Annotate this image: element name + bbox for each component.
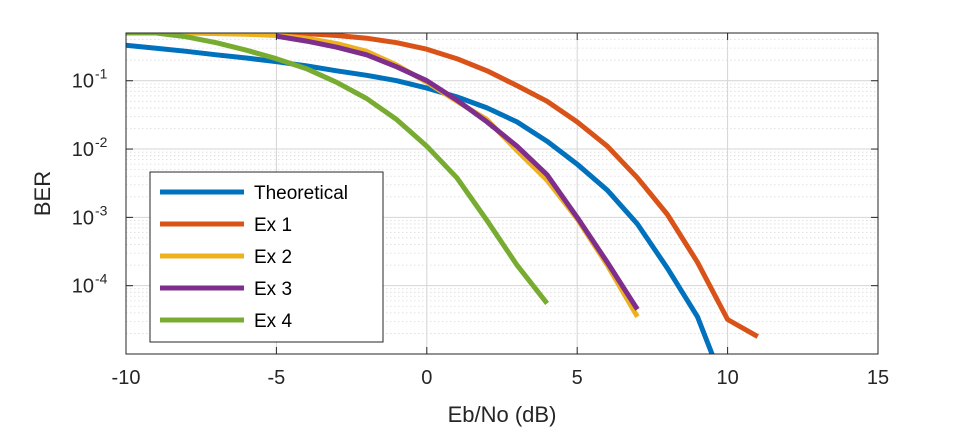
y-tick-exponent: -1 xyxy=(95,66,108,82)
legend-label: Ex 1 xyxy=(254,215,292,236)
y-tick-label: 10 xyxy=(72,139,94,161)
x-tick-label: 5 xyxy=(572,367,583,389)
y-tick-label: 10 xyxy=(72,276,94,298)
x-tick-label: -10 xyxy=(112,367,141,389)
x-tick-label: 10 xyxy=(716,367,738,389)
y-tick-exponent: -4 xyxy=(95,271,108,287)
y-axis-label: BER xyxy=(30,171,55,216)
series-line-ex-3 xyxy=(275,33,640,311)
y-tick-label: 10 xyxy=(72,71,94,93)
x-axis-label: Eb/No (dB) xyxy=(448,402,557,427)
y-tick-exponent: -3 xyxy=(95,202,108,218)
legend-label: Theoretical xyxy=(254,183,348,204)
series-line-theoretical xyxy=(126,42,715,354)
series-line-ex-4 xyxy=(126,33,550,305)
x-tick-labels: -10 -5 0 5 10 15 xyxy=(112,367,890,389)
plot-frame xyxy=(125,32,879,355)
legend-label: Ex 3 xyxy=(254,279,292,300)
legend-label: Ex 4 xyxy=(254,311,292,332)
axis-ticks xyxy=(125,33,879,354)
x-tick-label: -5 xyxy=(268,367,286,389)
legend: Theoretical Ex 1 Ex 2 Ex 3 Ex 4 xyxy=(149,171,384,343)
x-tick-label: 0 xyxy=(421,367,432,389)
x-tick-label: 15 xyxy=(867,367,889,389)
y-tick-labels: 10-410-310-210-1 xyxy=(72,66,108,298)
y-tick-exponent: -2 xyxy=(95,134,108,150)
legend-label: Ex 2 xyxy=(254,247,292,268)
series-line-ex-1 xyxy=(276,33,759,339)
y-tick-label: 10 xyxy=(72,207,94,229)
